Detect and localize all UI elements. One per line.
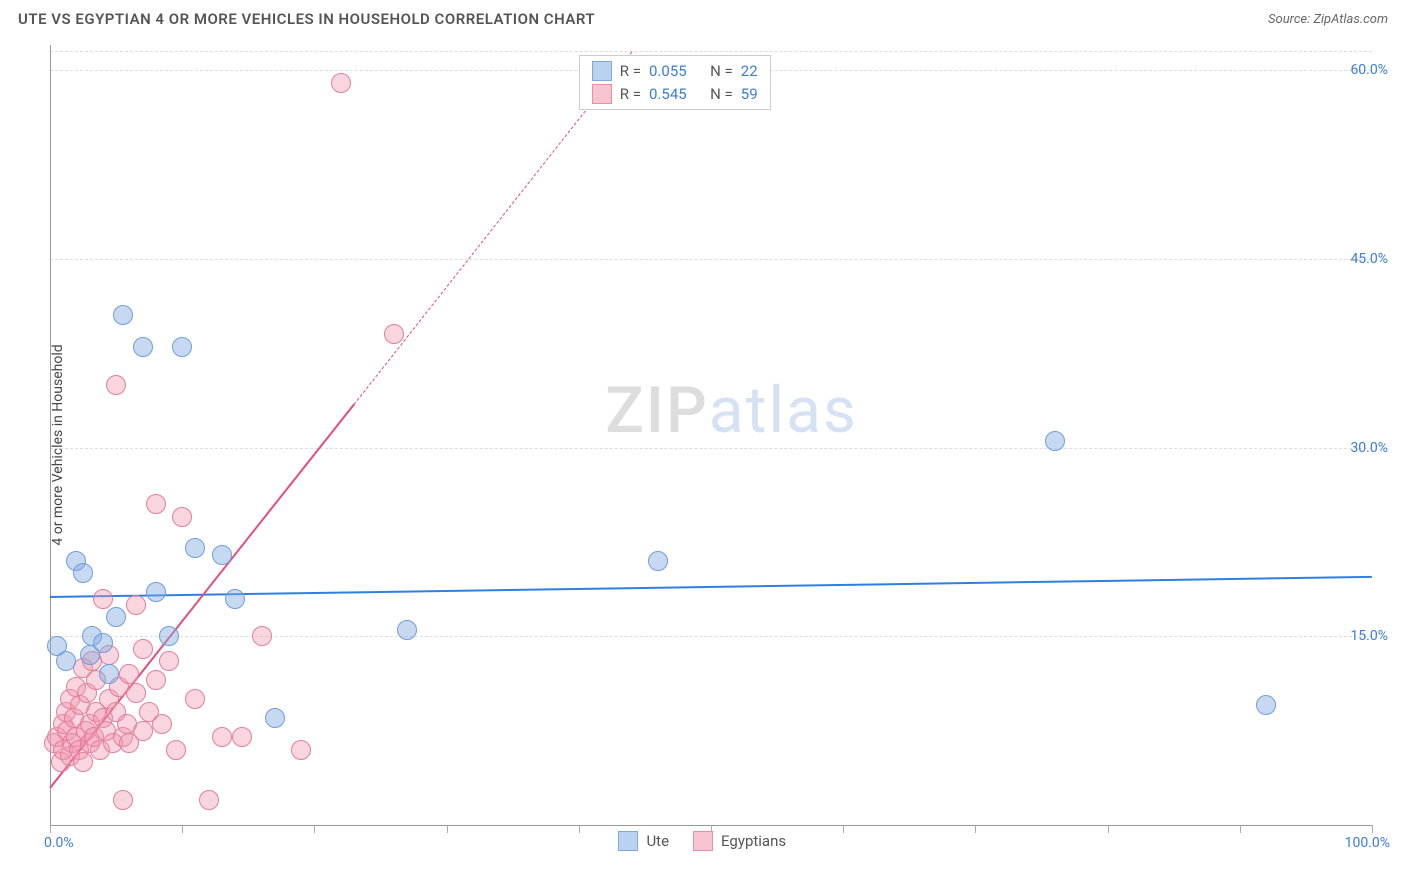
watermark-zip: ZIP <box>605 373 709 448</box>
x-tick <box>1108 825 1109 833</box>
data-point-egyptians <box>185 689 205 709</box>
source-label: Source: <box>1268 12 1310 27</box>
stats-row: R = 0.545 N = 59 <box>592 83 758 106</box>
data-point-ute <box>106 607 126 627</box>
stats-row: R = 0.055 N = 22 <box>592 60 758 83</box>
stat-r-value: 0.055 <box>649 60 687 83</box>
stat-r-value: 0.545 <box>649 83 687 106</box>
data-point-egyptians <box>172 507 192 527</box>
data-point-ute <box>133 337 153 357</box>
x-tick <box>314 825 315 833</box>
y-axis-line <box>50 45 51 825</box>
data-point-egyptians <box>133 639 153 659</box>
legend-swatch <box>693 831 713 851</box>
data-point-egyptians <box>384 324 404 344</box>
x-tick <box>50 825 51 833</box>
x-tick <box>843 825 844 833</box>
stat-n-value: 59 <box>741 83 758 106</box>
x-tick <box>579 825 580 833</box>
legend-swatch <box>592 61 612 81</box>
data-point-ute <box>56 651 76 671</box>
stat-n-value: 22 <box>741 60 758 83</box>
data-point-egyptians <box>119 664 139 684</box>
chart-title: UTE VS EGYPTIAN 4 OR MORE VEHICLES IN HO… <box>18 10 595 28</box>
legend-item: Egyptians <box>693 831 786 851</box>
x-tick <box>1372 825 1373 833</box>
data-point-egyptians <box>252 626 272 646</box>
data-point-ute <box>113 305 133 325</box>
data-point-egyptians <box>126 683 146 703</box>
stat-n-label: N = <box>710 60 733 83</box>
data-point-ute <box>1045 431 1065 451</box>
data-point-egyptians <box>73 752 93 772</box>
data-point-egyptians <box>106 375 126 395</box>
gridline <box>50 259 1372 260</box>
plot-region: ZIPatlas 15.0%30.0%45.0%60.0%0.0%100.0%R… <box>50 45 1390 845</box>
data-point-egyptians <box>152 714 172 734</box>
stat-r-label: R = <box>620 60 641 83</box>
legend-item: Ute <box>618 831 669 851</box>
data-point-ute <box>172 337 192 357</box>
data-point-egyptians <box>146 494 166 514</box>
data-point-ute <box>648 551 668 571</box>
x-tick <box>447 825 448 833</box>
trend-line <box>50 576 1372 598</box>
x-tick <box>975 825 976 833</box>
data-point-egyptians <box>146 670 166 690</box>
y-tick-label: 30.0% <box>1350 440 1388 456</box>
data-point-ute <box>397 620 417 640</box>
data-point-egyptians <box>159 651 179 671</box>
data-point-egyptians <box>199 790 219 810</box>
data-point-egyptians <box>331 73 351 93</box>
data-point-egyptians <box>232 727 252 747</box>
data-point-egyptians <box>113 790 133 810</box>
x-tick <box>182 825 183 833</box>
y-tick-label: 45.0% <box>1350 251 1388 267</box>
stat-r-label: R = <box>620 83 641 106</box>
series-legend: Ute Egyptians <box>618 831 786 851</box>
data-point-egyptians <box>126 595 146 615</box>
data-point-ute <box>159 626 179 646</box>
data-point-egyptians <box>291 740 311 760</box>
watermark: ZIPatlas <box>605 373 858 448</box>
legend-swatch <box>592 84 612 104</box>
watermark-atlas: atlas <box>709 373 858 448</box>
data-point-ute <box>99 664 119 684</box>
x-tick-label-min: 0.0% <box>44 835 74 851</box>
data-point-egyptians <box>212 727 232 747</box>
data-point-ute <box>212 545 232 565</box>
legend-swatch <box>618 831 638 851</box>
x-tick-label-max: 100.0% <box>1345 835 1390 851</box>
legend-label: Egyptians <box>721 832 786 850</box>
data-point-ute <box>146 582 166 602</box>
data-point-ute <box>73 563 93 583</box>
data-point-ute <box>265 708 285 728</box>
stat-n-label: N = <box>710 83 733 106</box>
source-value: ZipAtlas.com <box>1313 12 1388 27</box>
gridline <box>50 448 1372 449</box>
data-point-egyptians <box>166 740 186 760</box>
data-point-egyptians <box>133 721 153 741</box>
data-point-ute <box>225 589 245 609</box>
x-tick <box>1240 825 1241 833</box>
correlation-stats-box: R = 0.055 N = 22 R = 0.545 N = 59 <box>579 55 771 110</box>
data-point-ute <box>185 538 205 558</box>
gridline <box>50 636 1372 637</box>
data-point-egyptians <box>93 589 113 609</box>
chart-header: UTE VS EGYPTIAN 4 OR MORE VEHICLES IN HO… <box>0 0 1406 36</box>
data-point-ute <box>1256 695 1276 715</box>
data-point-ute <box>93 633 113 653</box>
source-attribution: Source: ZipAtlas.com <box>1268 12 1388 27</box>
gridline <box>50 51 1372 52</box>
y-tick-label: 60.0% <box>1350 62 1388 78</box>
y-tick-label: 15.0% <box>1350 628 1388 644</box>
legend-label: Ute <box>646 832 669 850</box>
chart-area: 4 or more Vehicles in Household ZIPatlas… <box>50 45 1390 845</box>
